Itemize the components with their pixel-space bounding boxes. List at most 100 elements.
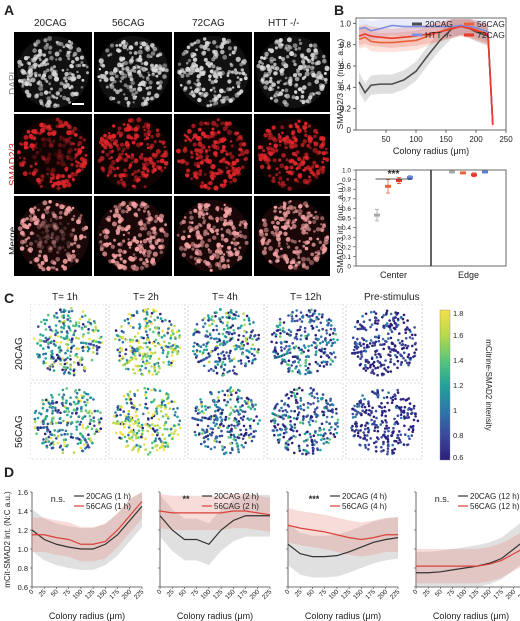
cell-dot	[72, 369, 76, 372]
heatmap-tile-r1-c1	[108, 382, 186, 460]
cell-dot	[50, 446, 54, 450]
nucleus-dot	[296, 180, 300, 184]
nucleus-dot	[111, 159, 116, 165]
cell-dot	[361, 409, 365, 413]
cell-dot	[380, 450, 383, 453]
cell-dot	[287, 443, 290, 446]
nucleus-dot	[120, 226, 125, 232]
nucleus-dot	[319, 73, 324, 78]
nucleus-dot	[227, 46, 232, 51]
cell-dot	[309, 318, 313, 322]
b1-band-3	[359, 19, 493, 130]
nucleus-dot	[207, 181, 211, 185]
cell-dot	[379, 355, 383, 359]
cell-dot	[75, 420, 78, 424]
cell-dot	[367, 361, 370, 364]
cell-dot	[316, 362, 320, 366]
cell-dot	[91, 441, 94, 445]
cell-dot	[59, 340, 63, 344]
nucleus-dot	[116, 180, 122, 185]
nucleus-dot	[42, 200, 48, 206]
cell-dot	[321, 347, 324, 351]
nucleus-dot	[207, 145, 211, 149]
nucleus-dot	[69, 41, 74, 46]
nucleus-dot	[223, 218, 227, 223]
nucleus-dot	[291, 151, 296, 156]
colorbar-tick-label: 1.4	[453, 356, 463, 365]
cell-dot	[158, 426, 162, 430]
cell-dot	[247, 317, 251, 320]
d-xtick-label: 100	[72, 588, 85, 601]
cell-dot	[156, 316, 159, 319]
cell-dot	[394, 311, 398, 314]
cell-dot	[132, 314, 135, 317]
micro-tile-r1-c3	[254, 114, 330, 194]
nucleus-dot	[58, 87, 63, 92]
cell-dot	[151, 433, 154, 436]
nucleus-dot	[324, 65, 330, 71]
nucleus-dot	[79, 55, 85, 60]
nucleus-dot	[131, 92, 136, 97]
nucleus-dot	[325, 157, 330, 162]
nucleus-dot	[42, 142, 48, 148]
nucleus-dot	[118, 242, 123, 247]
nucleus-dot	[36, 243, 42, 249]
cell-dot	[383, 430, 387, 434]
cell-dot	[69, 329, 72, 332]
nucleus-dot	[154, 64, 159, 68]
nucleus-dot	[143, 61, 149, 66]
nucleus-dot	[234, 168, 238, 172]
nucleus-dot	[242, 62, 246, 66]
cell-dot	[200, 403, 203, 406]
cell-dot	[135, 310, 139, 313]
cell-dot	[233, 435, 236, 439]
cell-dot	[375, 316, 378, 320]
cell-dot	[54, 333, 57, 337]
cell-dot	[52, 443, 55, 446]
nucleus-dot	[155, 128, 160, 132]
cell-dot	[392, 316, 395, 320]
nucleus-dot	[212, 51, 216, 55]
cell-dot	[144, 319, 148, 323]
cell-dot	[404, 359, 407, 362]
cell-dot	[58, 319, 61, 323]
nucleus-dot	[189, 215, 194, 220]
cell-dot	[293, 355, 296, 359]
cell-dot	[239, 347, 242, 351]
cell-dot	[94, 325, 97, 329]
cell-dot	[163, 424, 166, 427]
cell-dot	[408, 361, 411, 364]
nucleus-dot	[298, 212, 302, 217]
nucleus-dot	[123, 168, 128, 173]
cell-dot	[66, 443, 69, 447]
cell-dot	[209, 427, 213, 430]
cell-dot	[82, 395, 86, 398]
cell-dot	[145, 359, 149, 363]
nucleus-dot	[297, 209, 303, 215]
nucleus-dot	[108, 166, 114, 172]
cell-dot	[59, 349, 63, 352]
cell-dot	[317, 329, 321, 332]
cell-dot	[242, 434, 246, 438]
cell-dot	[238, 412, 241, 416]
cell-dot	[362, 367, 366, 370]
nucleus-dot	[219, 216, 224, 222]
cell-dot	[386, 440, 390, 443]
col-label-56cag: 56CAG	[112, 18, 145, 29]
cell-dot	[300, 351, 304, 354]
nucleus-dot	[77, 144, 80, 147]
cell-dot	[319, 321, 323, 325]
cell-dot	[209, 367, 213, 371]
nucleus-dot	[273, 225, 277, 229]
nucleus-dot	[83, 235, 87, 239]
nucleus-dot	[304, 121, 308, 126]
cell-dot	[206, 406, 210, 409]
colorbar-tick-label: 1	[453, 406, 457, 415]
nucleus-dot	[221, 37, 226, 42]
cell-dot	[306, 438, 310, 441]
nucleus-dot	[203, 206, 209, 212]
nucleus-dot	[287, 186, 292, 191]
cell-dot	[302, 408, 306, 412]
cell-dot	[44, 361, 47, 365]
nucleus-dot	[33, 43, 37, 47]
